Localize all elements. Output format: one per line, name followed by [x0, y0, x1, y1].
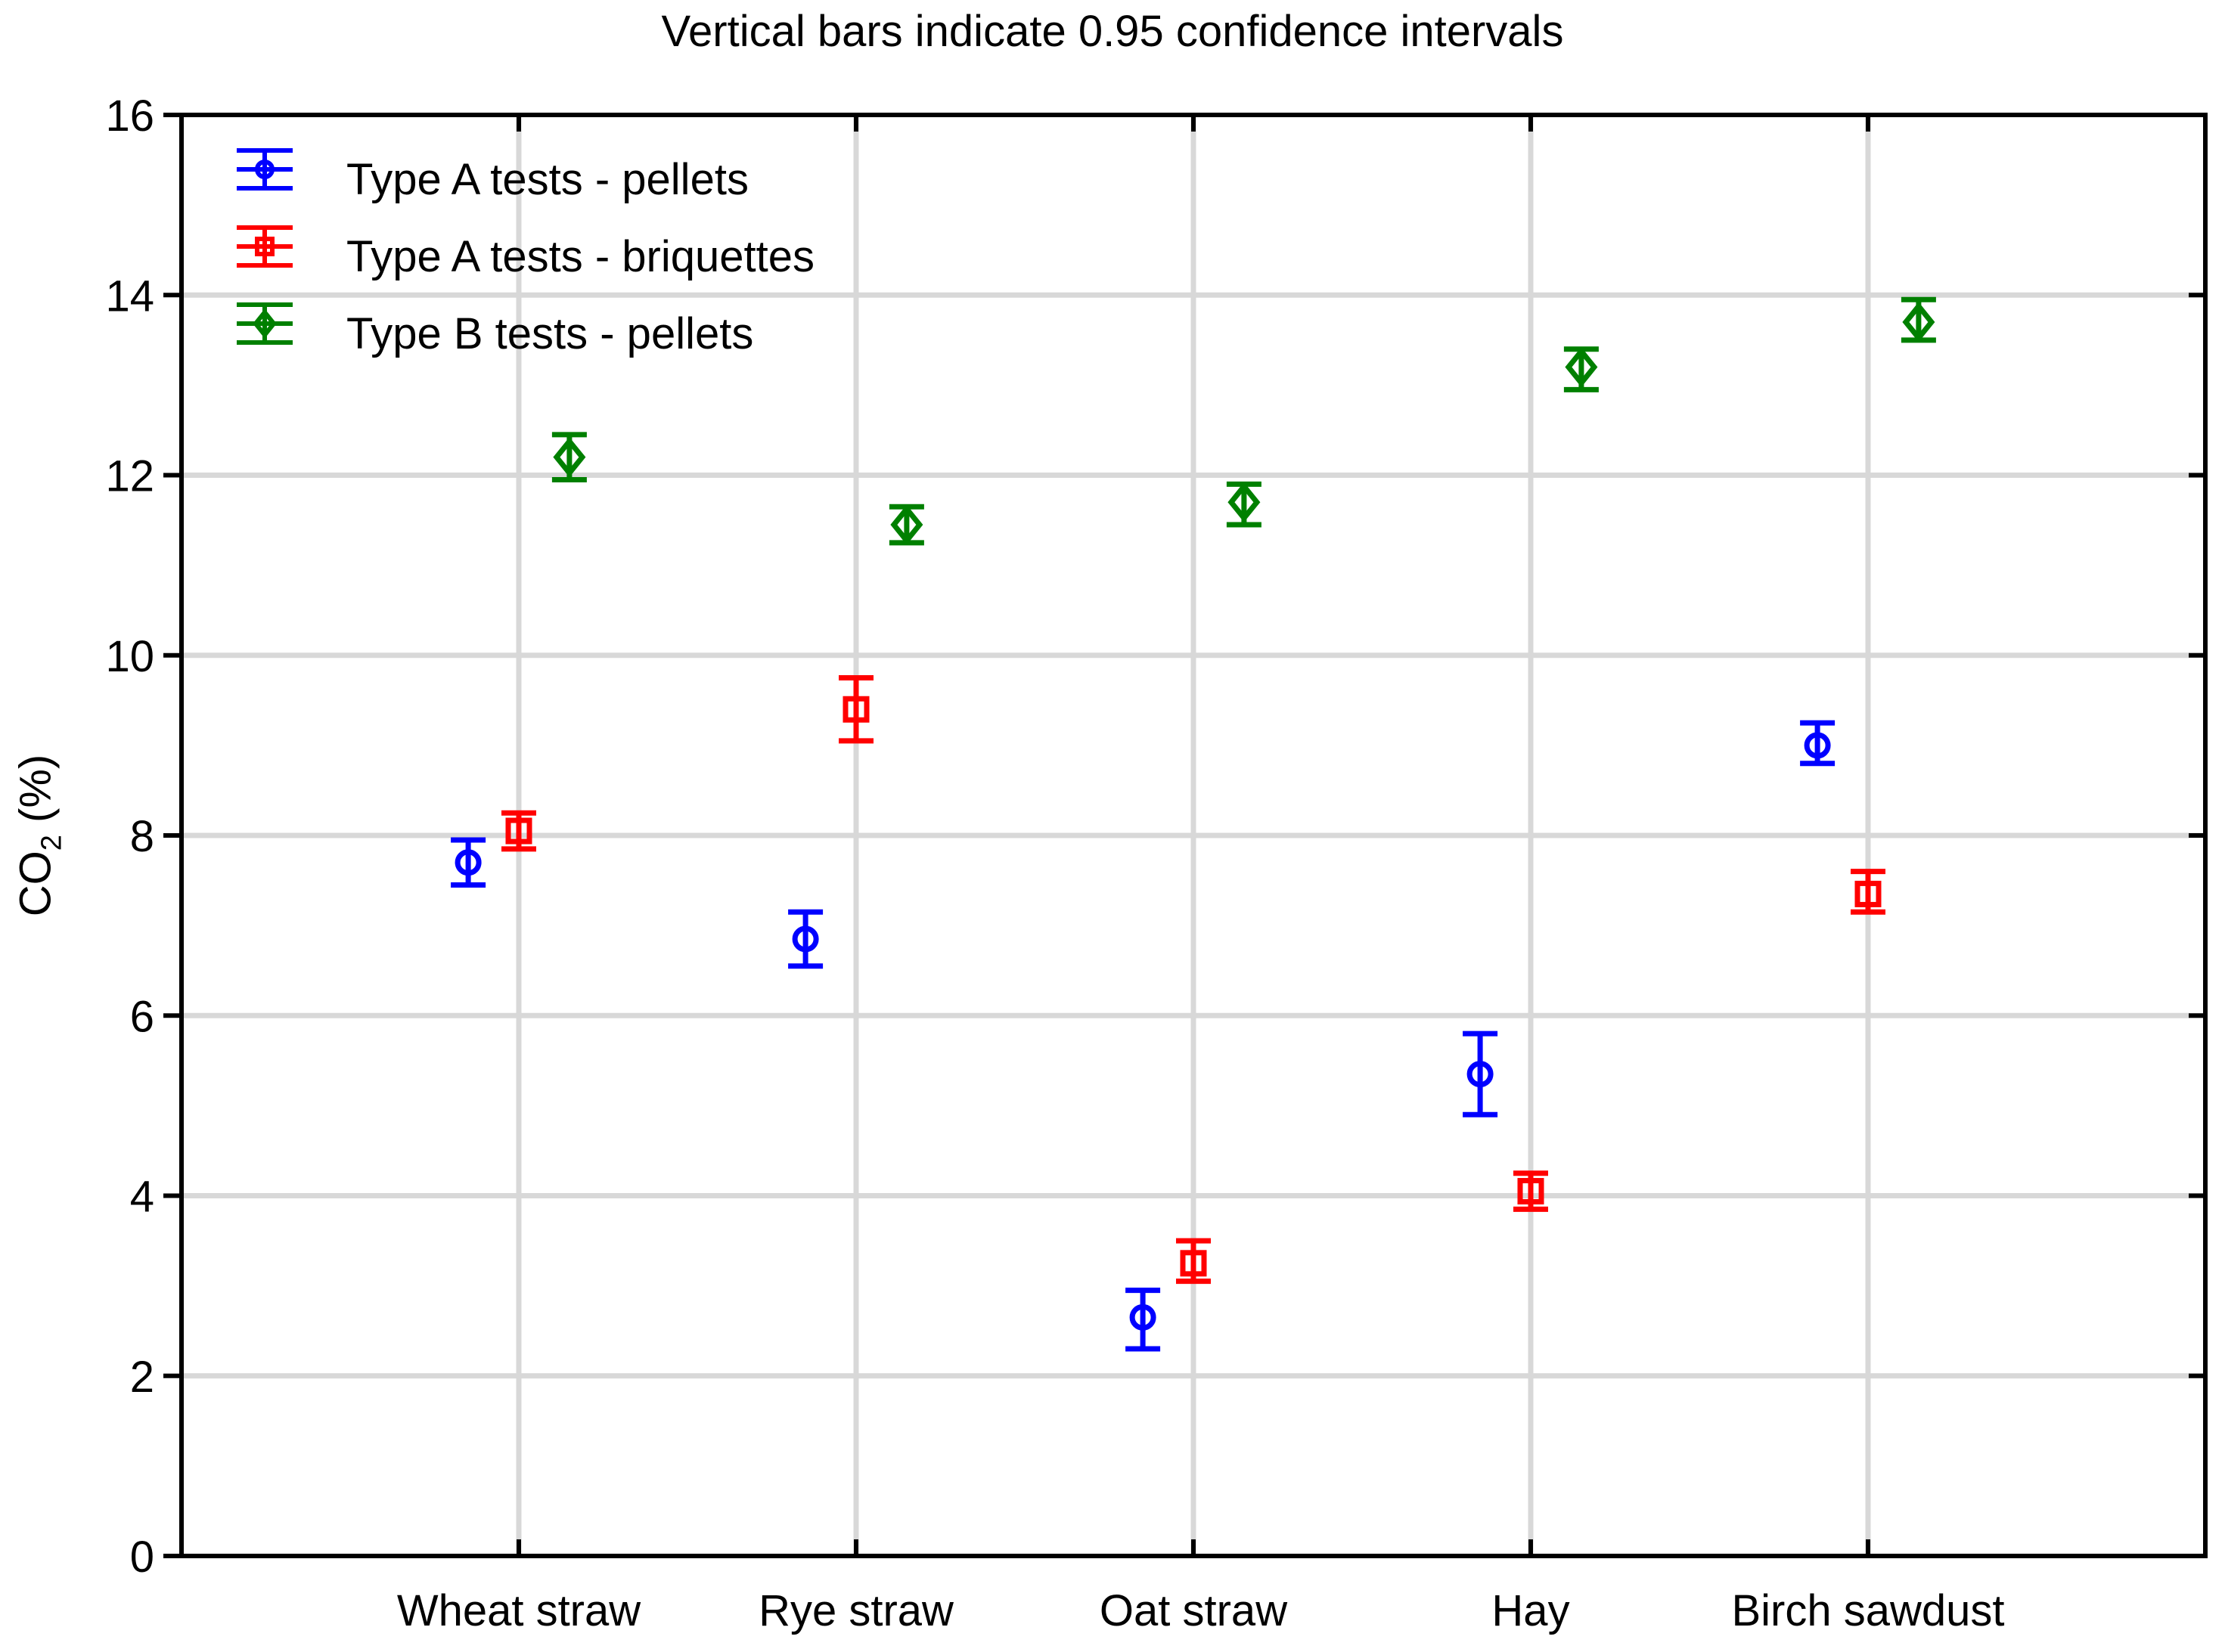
- data-point-type-b-tests-pellets-birch-sawdust: [1901, 296, 1936, 343]
- y-tick-label-6: 6: [130, 992, 154, 1041]
- marker-square: [505, 817, 532, 845]
- y-tick-label-10: 10: [105, 632, 154, 681]
- data-point-type-a-tests-pellets-hay: [1463, 1031, 1498, 1117]
- data-point-type-a-tests-briquettes-oat-straw: [1176, 1238, 1211, 1285]
- y-tick-label-14: 14: [105, 271, 154, 321]
- marker-circle: [1804, 732, 1831, 759]
- legend-label: Type A tests - pellets: [346, 155, 749, 204]
- chart-title: Vertical bars indicate 0.95 confidence i…: [661, 7, 1564, 56]
- legend-marker-square: [255, 237, 275, 256]
- data-point-type-a-tests-briquettes-wheat-straw: [501, 810, 536, 852]
- x-tick-label-rye-straw: Rye straw: [759, 1586, 954, 1635]
- x-tick-label-hay: Hay: [1491, 1586, 1569, 1635]
- marker-diamond: [1227, 482, 1261, 522]
- data-point-type-b-tests-pellets-wheat-straw: [551, 432, 587, 482]
- data-point-type-a-tests-briquettes-rye-straw: [839, 675, 874, 744]
- legend-label: Type B tests - pellets: [346, 309, 754, 358]
- legend-errorbar-diamond-icon: [237, 302, 293, 345]
- y-axis-title-main: CO: [11, 851, 61, 917]
- legend-marker-circle: [255, 160, 275, 179]
- x-tick-label-wheat-straw: Wheat straw: [397, 1586, 641, 1635]
- marker-circle: [455, 849, 482, 876]
- y-tick-label-0: 0: [130, 1533, 154, 1582]
- data-point-type-a-tests-pellets-oat-straw: [1125, 1288, 1161, 1352]
- data-point-type-a-tests-pellets-rye-straw: [788, 909, 824, 969]
- marker-circle: [792, 925, 819, 953]
- legend-item-type-b-pellets: Type B tests - pellets: [234, 300, 753, 356]
- data-point-type-a-tests-briquettes-hay: [1513, 1170, 1548, 1212]
- y-axis-title-unit: (%): [11, 754, 61, 835]
- data-point-type-b-tests-pellets-rye-straw: [889, 504, 924, 546]
- legend-label: Type A tests - briquettes: [346, 232, 815, 281]
- y-tick-label-12: 12: [105, 452, 154, 501]
- y-axis-title-subscript: 2: [36, 835, 68, 851]
- y-tick-label-2: 2: [130, 1353, 154, 1402]
- marker-diamond: [890, 504, 923, 545]
- x-tick-label-oat-straw: Oat straw: [1100, 1586, 1288, 1635]
- marker-circle: [1466, 1061, 1494, 1088]
- legend-errorbar-circle-icon: [237, 148, 293, 191]
- marker-square: [843, 696, 870, 723]
- legend-item-type-a-briquettes: Type A tests - briquettes: [234, 223, 815, 279]
- marker-diamond: [1565, 346, 1598, 388]
- data-point-type-b-tests-pellets-hay: [1563, 346, 1599, 392]
- y-tick-label-4: 4: [130, 1173, 154, 1222]
- marker-square: [1517, 1178, 1544, 1205]
- marker-square: [1180, 1250, 1207, 1277]
- marker-diamond: [1902, 302, 1935, 342]
- y-tick-label-16: 16: [105, 91, 154, 141]
- data-point-type-b-tests-pellets-oat-straw: [1226, 481, 1261, 528]
- legend-errorbar-square-icon: [237, 225, 293, 268]
- data-point-type-a-tests-pellets-wheat-straw: [451, 837, 486, 888]
- legend-item-type-a-pellets: Type A tests - pellets: [234, 146, 749, 202]
- legend-marker-diamond: [253, 308, 277, 339]
- data-point-type-a-tests-briquettes-birch-sawdust: [1851, 869, 1885, 915]
- data-point-type-a-tests-pellets-birch-sawdust: [1800, 720, 1836, 767]
- marker-diamond: [553, 437, 586, 478]
- marker-square: [1854, 880, 1882, 907]
- x-tick-label-birch-sawdust: Birch sawdust: [1731, 1586, 2004, 1635]
- y-axis-title: CO2 (%): [11, 755, 69, 916]
- y-tick-label-8: 8: [130, 812, 154, 861]
- marker-circle: [1129, 1303, 1156, 1331]
